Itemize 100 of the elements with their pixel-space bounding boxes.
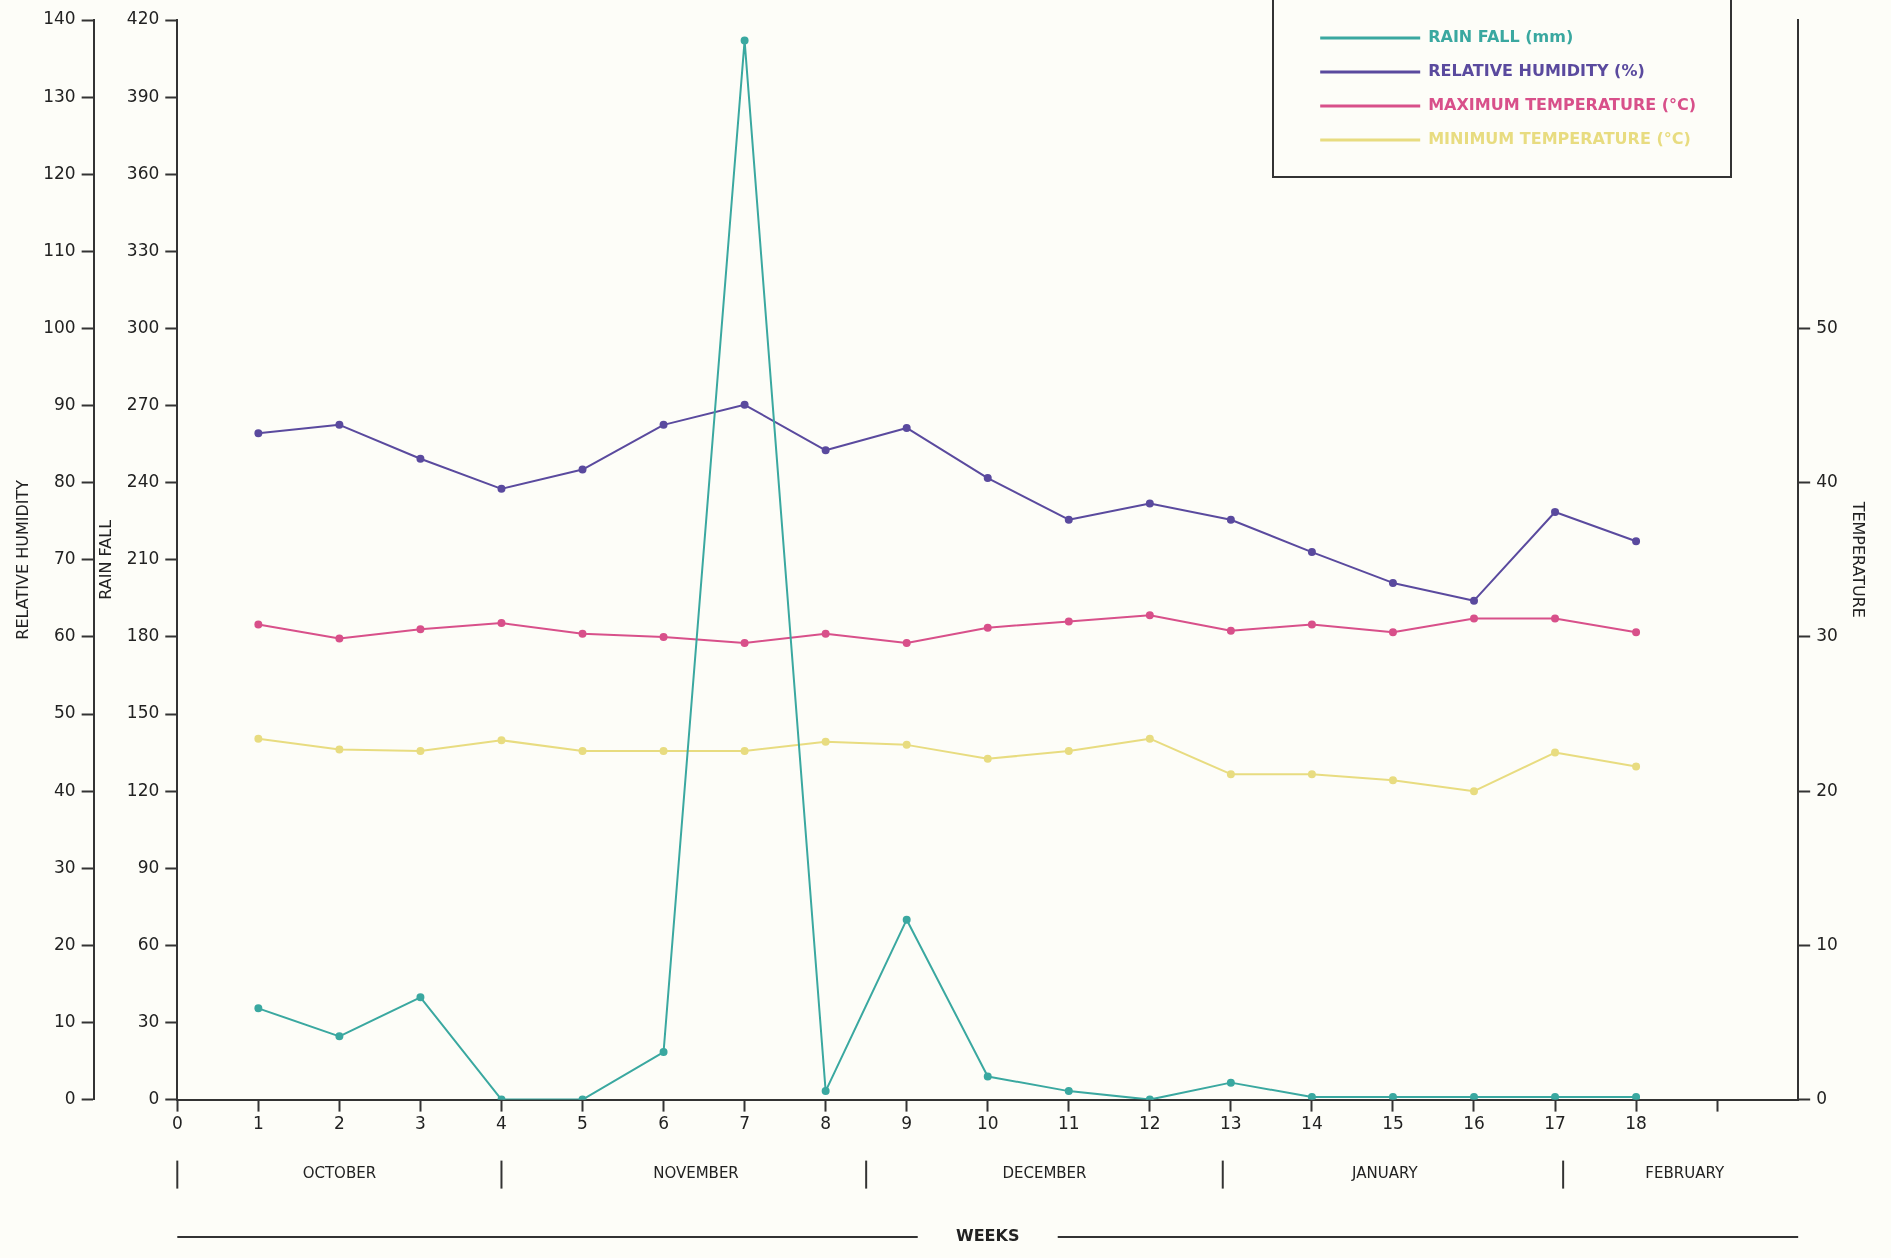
y-tick-label: 130 [43,85,76,106]
y-tick-label: 140 [43,8,76,29]
point [254,620,263,629]
point [902,740,911,749]
point [1145,734,1154,743]
point [1551,507,1560,516]
point [1388,578,1397,587]
x-tick-label: 12 [1139,1113,1161,1134]
point [497,736,506,745]
y2-tick-label: 30 [137,1010,160,1031]
point [1307,620,1316,629]
y2-tick-label: 270 [126,393,160,414]
y-axis-title: RELATIVE HUMIDITY [12,479,32,640]
x-tick-label: 13 [1220,1113,1242,1134]
text: FEBRUARY [1645,1164,1725,1183]
point [254,734,263,743]
point [659,632,668,641]
y2-tick-label: 360 [126,162,160,183]
point [902,423,911,432]
x-tick-label: 3 [415,1113,426,1134]
point [1388,776,1397,785]
y-tick-label: 30 [54,856,76,877]
y-tick-label: 20 [54,933,76,954]
point [1064,515,1073,524]
point [1307,1093,1316,1100]
y2-tick-label: 0 [148,1088,160,1109]
y-tick-label: 60 [54,625,76,646]
point [497,619,506,628]
point [254,1004,263,1013]
point [821,629,830,638]
text: DECEMBER [1002,1164,1087,1183]
x-tick-label: 16 [1463,1113,1485,1134]
point [578,465,587,474]
text: OCTOBER [302,1164,377,1183]
x-tick-label: 11 [1057,1113,1080,1134]
point [335,634,344,643]
y-tick-label: 0 [64,1088,76,1109]
y2-tick-label: 90 [137,856,160,877]
point [578,747,587,756]
x-tick-label: 2 [333,1113,345,1134]
y-tick-label: 70 [54,548,76,569]
point [416,993,425,1002]
y3-axis-title: TEMPERATURE [1849,500,1869,618]
y-tick-label: 90 [54,393,76,414]
y3-tick-label: 10 [1816,933,1838,954]
y2-tick-label: 180 [126,625,160,646]
y2-tick-label: 390 [126,85,160,106]
x-tick-label: 10 [976,1113,999,1134]
x-tick-label: 8 [820,1113,832,1134]
point [1064,617,1073,626]
point [1388,628,1397,637]
point [740,400,749,409]
point [659,420,668,429]
x-tick-label: 4 [496,1113,507,1134]
y3-tick-label: 30 [1816,625,1838,646]
point [740,36,749,45]
y3-tick-label: 50 [1816,316,1838,337]
point [1064,747,1073,756]
point [821,446,830,455]
y2-tick-label: 240 [126,471,160,492]
point [1632,628,1641,637]
y2-tick-label: 60 [137,933,160,954]
y-tick-label: 50 [54,702,76,723]
y-tick-label: 40 [54,779,76,800]
point [659,1048,668,1057]
point [416,625,425,634]
point [1226,770,1235,779]
point [983,1072,992,1081]
point [1145,499,1154,508]
y2-tick-label: 210 [126,548,160,569]
y-tick-label: 100 [43,316,76,337]
x-tick-label: 15 [1382,1113,1404,1134]
text: RELATIVE HUMIDITY (%) [1428,61,1645,81]
text: NOVEMBER [653,1164,739,1183]
point [902,639,911,648]
text: RAIN FALL (mm) [1428,27,1574,47]
x-tick-label: 18 [1625,1113,1647,1134]
point [1632,1093,1641,1100]
x-tick-label: 5 [577,1113,588,1134]
point [902,915,911,924]
point [1145,611,1154,620]
point [740,639,749,648]
y2-tick-label: 330 [126,239,160,260]
x-tick-label: 7 [739,1113,751,1134]
point [1469,787,1478,796]
point [1632,762,1641,771]
point [578,629,587,638]
point [821,1087,830,1096]
point [335,1032,344,1041]
text: WEEKS [956,1226,1020,1246]
point [254,429,263,438]
point [1064,1087,1073,1096]
point [1551,614,1560,623]
point [983,474,992,483]
y2-axis-title: RAIN FALL [96,519,116,600]
x-tick-label: 14 [1301,1113,1323,1134]
point [497,484,506,493]
point [335,420,344,429]
point [983,754,992,763]
point [416,747,425,756]
